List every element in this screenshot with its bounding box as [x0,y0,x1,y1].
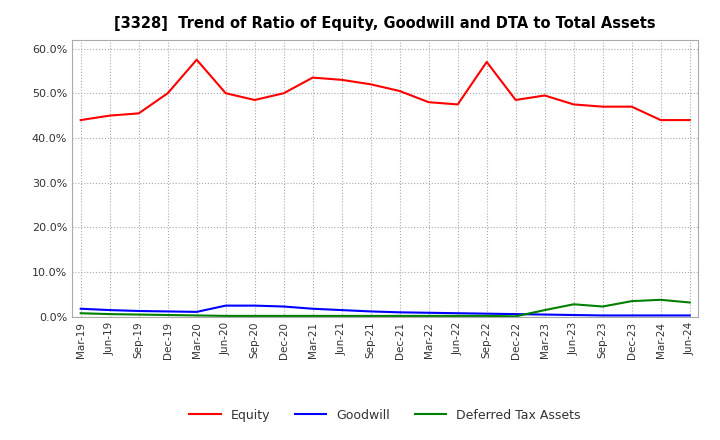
Equity [395,88,404,94]
Goodwill [395,310,404,315]
Equity [135,111,143,116]
Equity [482,59,491,65]
Equity [685,117,694,123]
Equity [76,117,85,123]
Goodwill [192,309,201,315]
Deferred Tax Assets [570,302,578,307]
Equity [251,97,259,103]
Equity [627,104,636,109]
Deferred Tax Assets [251,313,259,319]
Equity [541,93,549,98]
Goodwill [570,312,578,318]
Line: Deferred Tax Assets: Deferred Tax Assets [81,300,690,316]
Deferred Tax Assets [482,313,491,319]
Deferred Tax Assets [192,313,201,318]
Goodwill [338,308,346,313]
Equity [308,75,317,80]
Goodwill [308,306,317,312]
Equity [570,102,578,107]
Equity [279,91,288,96]
Deferred Tax Assets [685,300,694,305]
Goodwill [657,313,665,318]
Deferred Tax Assets [105,312,114,317]
Deferred Tax Assets [511,314,520,319]
Goodwill [366,309,375,314]
Deferred Tax Assets [395,313,404,319]
Deferred Tax Assets [279,313,288,319]
Goodwill [105,308,114,313]
Equity [424,99,433,105]
Deferred Tax Assets [308,313,317,319]
Goodwill [76,306,85,312]
Goodwill [482,311,491,316]
Goodwill [135,308,143,314]
Legend: Equity, Goodwill, Deferred Tax Assets: Equity, Goodwill, Deferred Tax Assets [184,404,586,427]
Deferred Tax Assets [627,298,636,304]
Deferred Tax Assets [598,304,607,309]
Equity [338,77,346,82]
Deferred Tax Assets [338,313,346,319]
Equity [192,57,201,62]
Deferred Tax Assets [424,313,433,319]
Title: [3328]  Trend of Ratio of Equity, Goodwill and DTA to Total Assets: [3328] Trend of Ratio of Equity, Goodwil… [114,16,656,32]
Deferred Tax Assets [135,312,143,317]
Goodwill [541,312,549,317]
Equity [163,91,172,96]
Deferred Tax Assets [221,313,230,319]
Goodwill [279,304,288,309]
Line: Equity: Equity [81,60,690,120]
Equity [105,113,114,118]
Equity [598,104,607,109]
Goodwill [251,303,259,308]
Deferred Tax Assets [657,297,665,302]
Equity [221,91,230,96]
Goodwill [221,303,230,308]
Equity [366,82,375,87]
Equity [657,117,665,123]
Equity [511,97,520,103]
Goodwill [685,313,694,318]
Goodwill [598,313,607,318]
Equity [454,102,462,107]
Goodwill [424,310,433,315]
Goodwill [511,312,520,317]
Line: Goodwill: Goodwill [81,306,690,315]
Deferred Tax Assets [76,311,85,316]
Deferred Tax Assets [366,313,375,319]
Deferred Tax Assets [163,312,172,318]
Goodwill [627,313,636,318]
Deferred Tax Assets [454,313,462,319]
Deferred Tax Assets [541,308,549,313]
Goodwill [454,311,462,316]
Goodwill [163,309,172,314]
